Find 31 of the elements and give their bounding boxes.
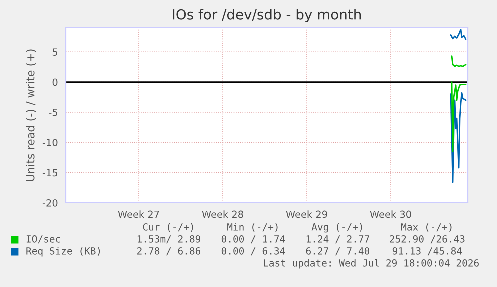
text: 0.00 / 6.34 [222, 247, 286, 256]
y-tick-label: -10 [42, 139, 58, 146]
y-tick-label: -20 [42, 199, 58, 207]
x-tick-label: Week 28 [202, 210, 244, 218]
legend-label: Req Size (KB) [26, 247, 100, 257]
line-series [451, 56, 467, 68]
chart-title: IOs for /dev/sdb - by month [173, 9, 362, 23]
text: 2.78 / 6.86 [138, 247, 201, 256]
x-tick-label: Week 27 [118, 210, 160, 218]
text: 0.00 / 1.74 [222, 235, 286, 244]
text: 6.27 / 7.40 [306, 247, 370, 256]
text: Last update: Wed Jul 29 18:00:04 2026 [264, 259, 479, 269]
text: 1.24 / 2.77 [306, 235, 370, 244]
text: Avg (-/+) [312, 223, 362, 233]
y-axis-title: Units read (-) / write (+) [26, 50, 36, 182]
line-series [450, 92, 467, 184]
text: Cur (-/+) [143, 223, 194, 232]
text: 252.90 /26.43 [390, 235, 465, 244]
x-tick-label: Week 30 [370, 210, 412, 218]
y-tick-label: 0 [52, 78, 58, 86]
text: Max (-/+) [401, 223, 452, 232]
text: Min (-/+) [228, 223, 278, 232]
y-tick-label: -15 [42, 169, 58, 177]
line-series [450, 29, 467, 40]
y-tick-label: 5 [52, 48, 58, 56]
legend-label: IO/sec [26, 235, 60, 244]
y-tick-label: -5 [49, 109, 58, 116]
line-series [451, 82, 467, 152]
text: 1.53m/ 2.89 [138, 235, 201, 244]
text: 91.13 /45.84 [392, 247, 462, 256]
x-tick-label: Week 29 [286, 210, 328, 218]
